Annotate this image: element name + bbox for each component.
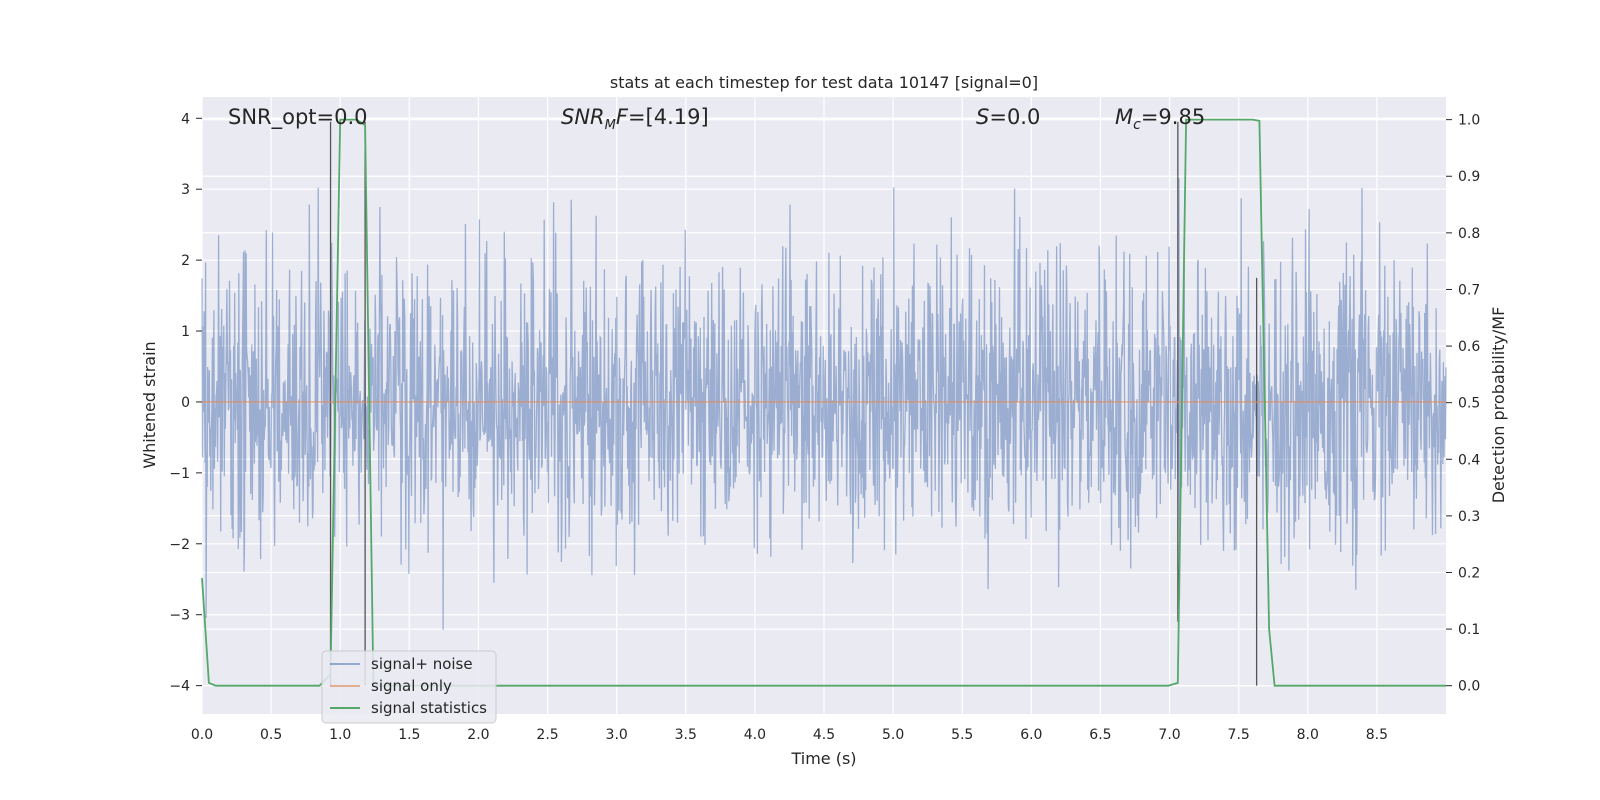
y-left-tick-label: 0 [181, 395, 190, 411]
x-tick-label: 8.5 [1366, 727, 1388, 743]
legend-label-signal-statistics: signal statistics [371, 699, 487, 717]
s-label: S [976, 105, 989, 129]
legend-label-signal-only: signal only [371, 677, 452, 695]
y-left-tick-label: 1 [181, 324, 190, 340]
annotation-snr-opt: SNR_opt=0.0 [228, 105, 368, 130]
x-axis-label: Time (s) [790, 749, 856, 768]
y-right-tick-label: 0.0 [1458, 679, 1480, 695]
y-right-tick-label: 0.5 [1458, 396, 1480, 412]
y-right-tick-label: 0.3 [1458, 509, 1480, 525]
chart-title: stats at each timestep for test data 101… [610, 73, 1038, 92]
annotation-snr-mf: SNRMF=[4.19] [561, 105, 709, 133]
x-tick-label: 4.0 [744, 727, 766, 743]
x-tick-label: 3.0 [606, 727, 628, 743]
annotation-s: S=0.0 [976, 105, 1040, 129]
legend-label-signal-noise: signal+ noise [371, 655, 473, 673]
x-tick-label: 1.5 [398, 727, 420, 743]
y-left-tick-label: −4 [169, 679, 190, 695]
y-left-tick-labels: 4 3 2 1 0 −1 −2 −3 −4 [169, 111, 202, 695]
y-axis-label-right: Detection probability/MF [1489, 307, 1508, 504]
y-axis-label-left: Whitened strain [140, 341, 159, 468]
mc-value: =9.85 [1141, 105, 1205, 129]
x-tick-label: 7.0 [1158, 727, 1180, 743]
x-tick-label: 1.0 [329, 727, 351, 743]
y-left-tick-label: 2 [181, 253, 190, 269]
y-left-tick-label: −3 [169, 608, 190, 624]
y-right-tick-label: 0.4 [1458, 452, 1480, 468]
snr-mf-f: F [616, 105, 629, 129]
x-tick-label: 5.5 [951, 727, 973, 743]
legend: signal+ noise signal only signal statist… [321, 650, 497, 724]
y-right-tick-label: 0.1 [1458, 622, 1480, 638]
x-tick-label: 2.5 [536, 727, 558, 743]
x-tick-label: 0.5 [260, 727, 282, 743]
y-right-tick-labels: 1.0 0.9 0.8 0.7 0.6 0.5 0.4 0.3 0.2 0.1 0.0 [1446, 113, 1480, 695]
mc-subscript: c [1133, 117, 1141, 133]
legend-box [321, 650, 497, 724]
x-tick-label: 6.5 [1089, 727, 1111, 743]
y-right-tick-label: 1.0 [1458, 113, 1480, 129]
y-left-tick-label: −1 [169, 466, 190, 482]
vertical-markers [329, 121, 1258, 686]
x-tick-label: 3.5 [675, 727, 697, 743]
x-tick-labels: 0.0 0.5 1.0 1.5 2.0 2.5 3.0 3.5 4.0 4.5 5.0 5.5 6.0 6… [191, 727, 1388, 743]
x-tick-label: 6.0 [1020, 727, 1042, 743]
snr-mf-label: SNR [561, 105, 605, 129]
x-tick-label: 2.0 [467, 727, 489, 743]
mc-label: M [1115, 105, 1133, 129]
x-tick-label: 8.0 [1297, 727, 1319, 743]
noise-trace [201, 178, 1447, 630]
snr-mf-value: =[4.19] [628, 105, 709, 129]
y-left-tick-label: −2 [169, 537, 190, 553]
y-right-tick-label: 0.2 [1458, 565, 1480, 581]
series-signal-noise [201, 178, 1447, 630]
y-left-tick-label: 4 [181, 111, 190, 127]
y-right-tick-label: 0.8 [1458, 226, 1480, 242]
y-right-tick-label: 0.9 [1458, 169, 1480, 185]
x-tick-label: 0.0 [191, 727, 213, 743]
y-right-tick-label: 0.7 [1458, 282, 1480, 298]
y-left-tick-label: 3 [181, 182, 190, 198]
y-right-tick-label: 0.6 [1458, 339, 1480, 355]
x-tick-label: 4.5 [813, 727, 835, 743]
s-value: =0.0 [989, 105, 1040, 129]
x-tick-label: 5.0 [882, 727, 904, 743]
snr-mf-subscript: M [605, 118, 616, 133]
annotation-mc: Mc=9.85 [1115, 105, 1205, 133]
x-tick-label: 7.5 [1228, 727, 1250, 743]
